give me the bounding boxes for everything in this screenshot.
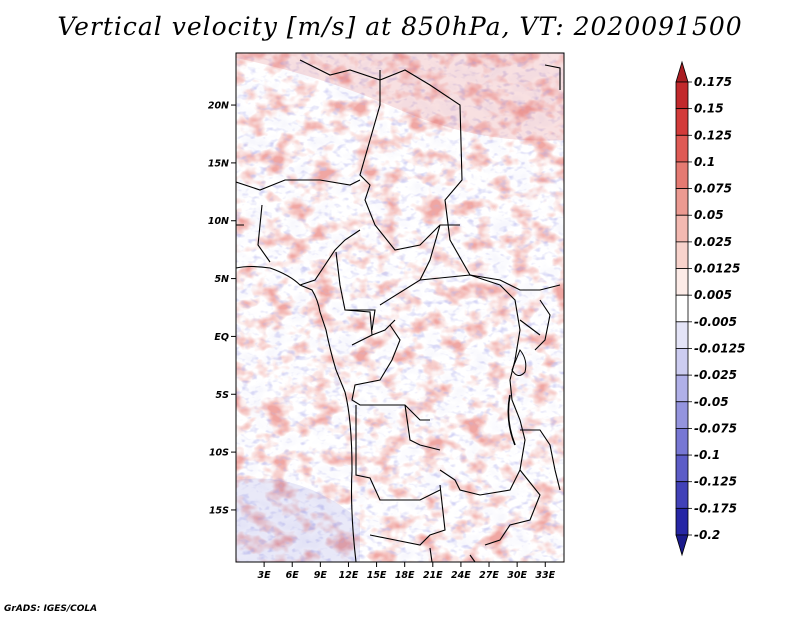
uganda-kenya-border [519, 299, 551, 351]
lat-tick-label: EQ [214, 332, 229, 343]
colorbar-label: -0.0125 [694, 341, 745, 355]
latitude-axis: 20N 15N 10N 5N EQ 5S 10S 15S [208, 101, 236, 516]
lat-tick-label: 5S [216, 390, 230, 401]
colorbar-swatch [675, 268, 689, 296]
colorbar-label: -0.2 [694, 528, 720, 542]
lake-victoria [511, 349, 527, 376]
nigeria-border [257, 204, 361, 286]
colorbar-label: 0.1 [694, 155, 715, 169]
colorbar-label: -0.1 [694, 448, 720, 462]
colorbar-label: 0.175 [694, 75, 732, 89]
lon-tick-label: 15E [367, 570, 387, 581]
colorbar-label: -0.075 [694, 421, 737, 435]
colorbar-swatch [675, 134, 689, 163]
lat-tick-label: 20N [208, 101, 229, 112]
niger-nigeria-border [236, 179, 361, 191]
atlantic-coastline [236, 265, 357, 562]
colorbar-label: 0.125 [694, 128, 732, 142]
lon-tick-label: 12E [339, 570, 359, 581]
red-sea-coast [544, 64, 561, 90]
lat-tick-label: 15N [208, 158, 229, 169]
longitude-axis: 3E 6E 9E 12E 15E 18E 21E 24E 27E 30E 33E [258, 562, 556, 581]
map-area: 20N 15N 10N 5N EQ 5S 10S 15S 3E 6E 9E 12E 15E 18E 21E… [208, 52, 565, 581]
congo-drc-border [351, 324, 441, 451]
map-frame [235, 52, 565, 563]
coastlines-and-borders [236, 59, 561, 562]
vertical-velocity-fine-detail [236, 53, 564, 562]
colorbar-swatch [675, 507, 689, 536]
colorbar-swatch [675, 81, 689, 110]
angola-border [355, 405, 446, 546]
lat-tick-label: 5N [214, 274, 229, 285]
southern-subsidence-area [236, 478, 360, 562]
lon-tick-label: 30E [507, 570, 527, 581]
colorbar-swatch [675, 161, 689, 189]
colorbar-swatch [675, 241, 689, 269]
colorbar-swatch [675, 108, 689, 136]
colorbar-swatch [675, 348, 689, 376]
colorbar-bottom-arrow [675, 534, 689, 557]
lat-tick-label: 10N [208, 216, 229, 227]
zambia-tanzania-border [484, 429, 561, 546]
colorbar-label: -0.125 [694, 475, 737, 489]
lon-tick-label: 33E [535, 570, 555, 581]
chart-title: Vertical velocity [m/s] at 850hPa, VT: 2… [57, 12, 743, 41]
colorbar-label: -0.175 [694, 501, 737, 515]
colorbar-label: -0.025 [694, 368, 737, 382]
colorbar-swatch [675, 321, 689, 349]
west-africa-coast [236, 210, 244, 268]
colorbar-swatch [675, 374, 689, 403]
lon-tick-label: 18E [395, 570, 415, 581]
chad-border [359, 70, 460, 281]
colorbar-swatch [675, 454, 689, 483]
gabon-congo-border [344, 309, 396, 346]
lon-tick-label: 9E [314, 570, 328, 581]
lon-tick-label: 27E [479, 570, 499, 581]
lon-tick-label: 6E [286, 570, 300, 581]
sahel-border-north [299, 59, 561, 291]
grads-credit: GrADS: IGES/COLA [4, 604, 98, 614]
colorbar: 0.175 0.15 0.125 0.1 0.075 0.05 0.025 0.0125 0.0… [675, 60, 745, 557]
colorbar-swatch [675, 428, 689, 456]
colorbar-label: 0.0125 [694, 262, 740, 276]
lat-tick-label: 10S [209, 448, 229, 459]
colorbar-label: 0.075 [694, 182, 732, 196]
lon-tick-label: 21E [423, 570, 443, 581]
colorbar-label: -0.005 [694, 315, 737, 329]
colorbar-swatch [675, 401, 689, 429]
colorbar-label: -0.05 [694, 395, 729, 409]
colorbar-label: 0.025 [694, 235, 732, 249]
colorbar-label: 0.005 [694, 288, 732, 302]
colorbar-swatch [675, 188, 689, 216]
lon-tick-label: 3E [258, 570, 272, 581]
colorbar-swatch [675, 214, 689, 243]
southern-borders [429, 547, 476, 562]
colorbar-label: 0.15 [694, 102, 724, 116]
lon-tick-label: 24E [451, 570, 471, 581]
colorbar-swatch [675, 481, 689, 509]
colorbar-top-arrow [675, 60, 689, 83]
lake-tanganyika [507, 394, 516, 446]
colorbar-label: 0.05 [694, 208, 724, 222]
colorbar-swatch [675, 294, 689, 323]
northern-updraft-band [236, 53, 564, 141]
lat-tick-label: 15S [209, 505, 229, 516]
